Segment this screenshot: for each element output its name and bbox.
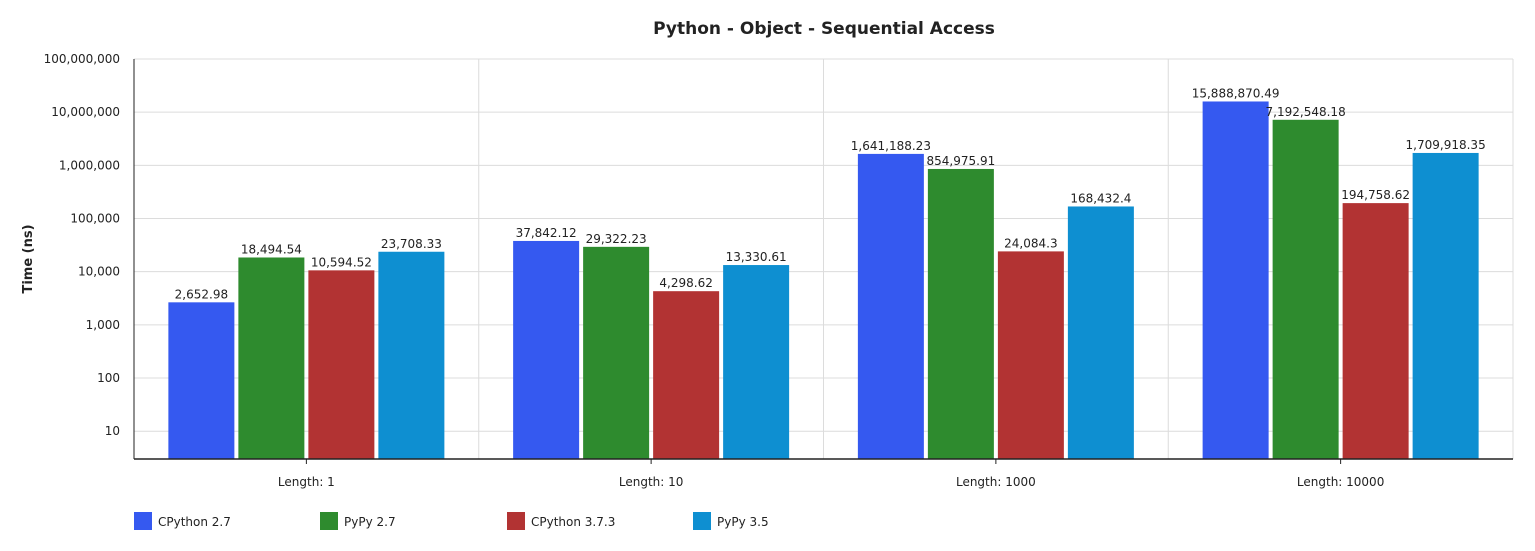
legend-label: PyPy 2.7 xyxy=(344,515,396,529)
y-tick-labels: 10 100 1,000 10,000 100,000 1,000,000 10,000,0… xyxy=(44,52,120,438)
data-labels: 2,652.98 18,494.54 10,594.52 23,708.33 37,84… xyxy=(175,86,1486,301)
x-tick-label: Length: 10 xyxy=(619,475,684,489)
bar xyxy=(378,251,445,459)
data-label: 10,594.52 xyxy=(311,255,372,269)
data-label: 37,842.12 xyxy=(516,226,577,240)
bar xyxy=(927,168,994,459)
bar xyxy=(653,291,720,459)
y-tick-label: 10 xyxy=(105,424,120,438)
bar xyxy=(168,302,235,459)
data-label: 1,641,188.23 xyxy=(851,139,931,153)
bar xyxy=(1067,206,1134,459)
data-label: 854,975.91 xyxy=(927,154,996,168)
legend-swatch xyxy=(507,512,525,530)
x-tick-labels: Length: 1 Length: 10 Length: 1000 Length: 1… xyxy=(278,459,1384,489)
y-tick-label: 1,000,000 xyxy=(59,158,120,172)
bar xyxy=(1202,101,1269,459)
bar xyxy=(583,246,650,459)
bar xyxy=(513,240,580,459)
y-tick-label: 10,000,000 xyxy=(51,105,120,119)
bar xyxy=(857,153,924,460)
legend-label: CPython 2.7 xyxy=(158,515,231,529)
x-tick-label: Length: 1 xyxy=(278,475,335,489)
bar xyxy=(1412,152,1479,459)
legend: CPython 2.7 PyPy 2.7 CPython 3.7.3 PyPy 3.5 xyxy=(134,512,769,530)
y-tick-label: 100,000,000 xyxy=(44,52,120,66)
legend-swatch xyxy=(320,512,338,530)
chart-title: Python - Object - Sequential Access xyxy=(653,19,995,39)
x-tick-label: Length: 10000 xyxy=(1297,475,1384,489)
bar xyxy=(308,270,375,459)
bar xyxy=(997,251,1064,459)
bar xyxy=(723,265,790,459)
data-label: 194,758.62 xyxy=(1341,188,1410,202)
bars xyxy=(168,101,1479,460)
axes xyxy=(133,59,1513,460)
y-tick-label: 100 xyxy=(97,371,120,385)
data-label: 24,084.3 xyxy=(1004,236,1057,250)
data-label: 7,192,548.18 xyxy=(1266,105,1346,119)
y-axis-label: Time (ns) xyxy=(21,224,36,293)
bar xyxy=(1342,203,1409,459)
data-label: 13,330.61 xyxy=(726,250,787,264)
data-label: 4,298.62 xyxy=(659,276,712,290)
y-tick-label: 1,000 xyxy=(86,318,120,332)
data-label: 29,322.23 xyxy=(586,232,647,246)
data-label: 1,709,918.35 xyxy=(1406,138,1486,152)
data-label: 2,652.98 xyxy=(175,287,228,301)
data-label: 23,708.33 xyxy=(381,237,442,251)
x-tick-label: Length: 1000 xyxy=(956,475,1036,489)
bar xyxy=(238,257,305,459)
y-tick-label: 10,000 xyxy=(78,265,120,279)
y-tick-label: 100,000 xyxy=(70,212,120,226)
legend-label: PyPy 3.5 xyxy=(717,515,769,529)
legend-swatch xyxy=(134,512,152,530)
data-label: 18,494.54 xyxy=(241,242,302,256)
bar xyxy=(1272,119,1339,460)
data-label: 15,888,870.49 xyxy=(1192,86,1280,100)
legend-label: CPython 3.7.3 xyxy=(531,515,615,529)
data-label: 168,432.4 xyxy=(1070,191,1131,205)
legend-swatch xyxy=(693,512,711,530)
